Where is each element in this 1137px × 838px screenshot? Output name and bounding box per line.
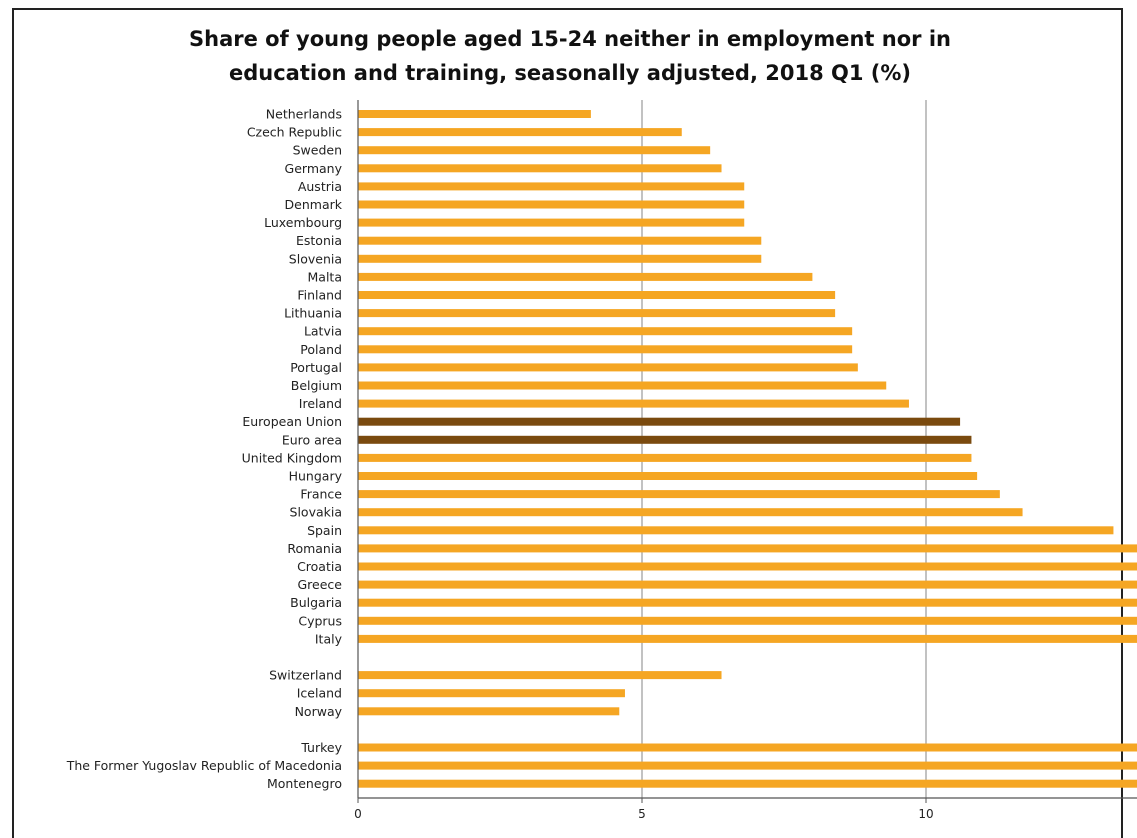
bar-slovakia [358, 508, 1023, 517]
category-label: Slovakia [290, 505, 342, 520]
bar-united-kingdom [358, 453, 972, 462]
bar-portugal [358, 363, 858, 372]
category-label: Cyprus [298, 613, 342, 628]
category-label: Austria [298, 179, 342, 194]
category-label: Belgium [291, 378, 342, 393]
bar-iceland [358, 689, 625, 698]
bar-cyprus [358, 616, 1137, 625]
bar-austria [358, 182, 745, 191]
category-label: The Former Yugoslav Republic of Macedoni… [66, 758, 342, 773]
bar-sweden [358, 146, 711, 155]
bar-switzerland [358, 671, 722, 680]
category-label: Greece [298, 577, 343, 592]
category-label: Euro area [282, 432, 342, 447]
category-label: Spain [307, 523, 342, 538]
bar-czech-republic [358, 128, 682, 137]
category-label: Latvia [304, 324, 342, 339]
bar-finland [358, 291, 836, 299]
category-label: Germany [285, 161, 343, 176]
bar-the-former-yugoslav-republic-of-macedonia [358, 761, 1137, 770]
bar-spain [358, 526, 1114, 535]
category-label: Denmark [285, 197, 343, 212]
bars [358, 110, 1137, 788]
bar-france [358, 490, 1000, 499]
category-label: Estonia [296, 233, 342, 248]
category-label: Ireland [299, 396, 342, 411]
bar-slovenia [358, 254, 762, 263]
bar-estonia [358, 236, 762, 245]
bar-germany [358, 164, 722, 173]
bar-lithuania [358, 309, 836, 318]
category-label: France [300, 487, 342, 502]
category-label: Netherlands [266, 107, 342, 122]
bar-denmark [358, 200, 745, 209]
category-label: Sweden [293, 143, 342, 158]
category-label: Lithuania [284, 306, 342, 321]
category-label: European Union [242, 414, 342, 429]
x-tick-label: 10 [918, 807, 933, 821]
category-label: Malta [308, 269, 342, 284]
category-label: Czech Republic [247, 125, 342, 140]
category-label: Portugal [290, 360, 342, 375]
chart-title: Share of young people aged 15-24 neither… [189, 27, 951, 85]
bar-latvia [358, 327, 853, 336]
category-label: Italy [315, 631, 343, 646]
category-label: Hungary [289, 469, 343, 484]
bar-netherlands [358, 110, 591, 118]
category-label: Poland [300, 342, 342, 357]
category-label: Norway [295, 704, 343, 719]
x-tick-label: 5 [638, 807, 646, 821]
category-label: Luxembourg [264, 215, 342, 230]
category-label: Turkey [300, 740, 342, 755]
bar-italy [358, 634, 1137, 643]
bar-euro-area [358, 435, 972, 444]
category-labels: Netherlands Czech Republic Sweden Germany Au… [66, 107, 343, 792]
bar-hungary [358, 472, 978, 480]
gridlines [641, 100, 927, 798]
bar-romania [358, 544, 1137, 553]
category-label: Iceland [297, 686, 342, 701]
category-label: Croatia [297, 559, 342, 574]
bar-greece [358, 580, 1137, 589]
category-label: Bulgaria [290, 595, 342, 610]
bar-luxembourg [358, 218, 745, 227]
category-label: Romania [287, 541, 342, 556]
bar-norway [358, 707, 620, 716]
category-label: United Kingdom [242, 450, 342, 465]
bar-belgium [358, 381, 887, 390]
category-label: Switzerland [269, 668, 342, 683]
bar-turkey [358, 743, 1137, 752]
bar-croatia [358, 562, 1137, 571]
bar-bulgaria [358, 598, 1137, 607]
bar-montenegro [358, 779, 1137, 788]
bar-malta [358, 272, 813, 281]
category-label: Finland [297, 288, 342, 303]
category-label: Montenegro [267, 776, 342, 791]
axes: 0510152025 [354, 100, 1137, 821]
bar-european-union [358, 417, 961, 426]
bar-ireland [358, 399, 909, 408]
category-label: Slovenia [289, 251, 342, 266]
x-tick-label: 0 [354, 807, 362, 821]
bar-poland [358, 345, 853, 354]
